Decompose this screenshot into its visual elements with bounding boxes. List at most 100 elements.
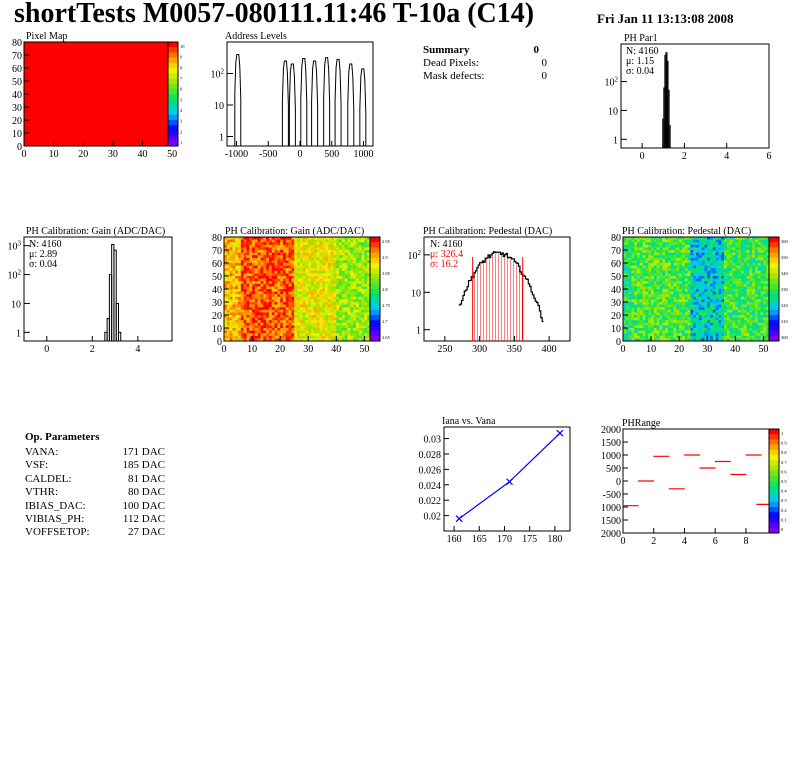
gain-map-cell	[305, 237, 309, 240]
gain-map-cell	[299, 252, 303, 256]
pedestal-map-cell	[746, 286, 750, 290]
gain-map-cell	[271, 237, 275, 240]
pedestal-map-cell	[726, 252, 730, 256]
pedestal-map-cell	[749, 304, 753, 308]
gain-map-cell	[224, 315, 228, 318]
pedestal-map-cell	[687, 263, 691, 266]
gain-map-cell	[361, 335, 365, 339]
gain-map-cell	[330, 307, 334, 311]
gain-map-cell	[325, 296, 329, 300]
gain-map-cell	[252, 273, 256, 277]
pedestal-map-cell	[721, 317, 725, 321]
pedestal-map-cell	[718, 270, 722, 274]
gain-map-cell	[235, 294, 239, 298]
gain-map-cell	[353, 260, 357, 264]
pedestal-map-cell	[645, 281, 649, 285]
pedestal-map-cell	[715, 255, 719, 259]
pixel-map-xtick-label: 30	[108, 149, 118, 160]
gain-map-cell	[246, 247, 250, 251]
pedestal-map-cell	[715, 250, 719, 253]
pedestal-map-cell	[710, 260, 714, 264]
gain-map-colorbar-cell	[370, 320, 380, 326]
pedestal-map-cell	[738, 291, 742, 295]
pedestal-map-cell	[763, 294, 767, 298]
gain-map-cell	[350, 242, 354, 246]
pedestal-map-cell	[701, 317, 705, 321]
gain-map-cell	[308, 252, 312, 256]
pedestal-map-cell	[715, 281, 719, 285]
phrange-colorbar-cell	[769, 486, 779, 492]
pedestal-map-colorbar-frame	[768, 236, 780, 342]
gain-map-cell	[347, 309, 351, 313]
gain-map-cell	[319, 268, 323, 272]
pedestal-map-cell	[724, 296, 728, 300]
pedestal-map-cell	[693, 304, 697, 308]
pedestal-map-cell	[628, 304, 632, 308]
gain-map-cell	[252, 296, 256, 300]
pedestal-map-cell	[752, 252, 756, 256]
gain-map-cell	[344, 325, 348, 329]
pedestal-map-cell	[718, 252, 722, 256]
gain-map-cell	[254, 307, 258, 311]
gain-map-cell	[224, 257, 228, 261]
pedestal-map-cell	[625, 289, 629, 292]
gain-map-cell	[240, 289, 244, 292]
pedestal-map-cell	[721, 286, 725, 290]
pedestal-map-cell	[766, 309, 770, 313]
pedestal-map-cell	[721, 247, 725, 251]
pedestal-map-cell	[642, 291, 646, 295]
gain-map-cell	[285, 276, 289, 279]
pedestal-map-cell	[693, 252, 697, 256]
pedestal-map-cell	[659, 283, 663, 287]
gain-map-cell	[308, 317, 312, 321]
gain-map-cell	[238, 257, 242, 261]
gain-map-cell	[280, 307, 284, 311]
pedestal-map-cell	[746, 260, 750, 264]
gain-map-cell	[288, 320, 292, 324]
pedestal-map-cell	[637, 260, 641, 264]
gain-map-cell	[355, 247, 360, 251]
pedestal-map-cell	[757, 315, 761, 318]
pedestal-map-cell	[639, 252, 643, 256]
phrange-colorbar-label: 0.3	[781, 498, 787, 503]
gain-map-cell	[226, 335, 230, 339]
gain-map-cell	[243, 247, 247, 251]
pedestal-map-cell	[631, 302, 635, 305]
gain-map-cell	[257, 276, 261, 279]
gain-map-cell	[347, 286, 351, 290]
pedestal-map-cell	[631, 328, 635, 331]
gain-map-cell	[367, 299, 371, 303]
pedestal-map-cell	[715, 239, 719, 243]
gain-map-cell	[350, 239, 354, 243]
pixel-map-colorbar-cell	[168, 120, 178, 126]
gain-map-cell	[263, 263, 267, 266]
pedestal-map-cell	[651, 338, 655, 342]
pedestal-map-cell	[690, 286, 694, 290]
pedestal-map-cell	[662, 242, 666, 246]
pedestal-map-cell	[746, 304, 750, 308]
gain-map-cell	[266, 309, 270, 313]
gain-map-cell	[344, 330, 348, 334]
gain-map-cell	[319, 309, 323, 313]
gain-map-cell	[333, 283, 337, 287]
pixel-map-ytick-label: 0	[17, 142, 22, 153]
gain-map-cell	[257, 247, 261, 251]
pedestal-map-cell	[687, 273, 691, 277]
gain-map-cell	[232, 289, 236, 292]
gain-map-cell	[288, 309, 292, 313]
gain-map-cell	[263, 307, 267, 311]
gain-map-cell	[249, 307, 253, 311]
address-levels-peak	[234, 54, 242, 146]
gain-map-cell	[364, 304, 368, 308]
pedestal-map-cell	[684, 276, 688, 279]
pedestal-map-cell	[701, 294, 705, 298]
pedestal-map-cell	[653, 268, 657, 272]
pedestal-map-cell	[693, 268, 697, 272]
pedestal-map-cell	[746, 333, 750, 337]
gain-map-cell	[263, 247, 267, 251]
pedestal-map-cell	[679, 265, 683, 269]
pedestal-map-cell	[740, 263, 745, 266]
pedestal-map-cell	[656, 250, 660, 253]
pedestal-map-cell	[738, 278, 742, 282]
pedestal-map-cell	[743, 309, 747, 313]
